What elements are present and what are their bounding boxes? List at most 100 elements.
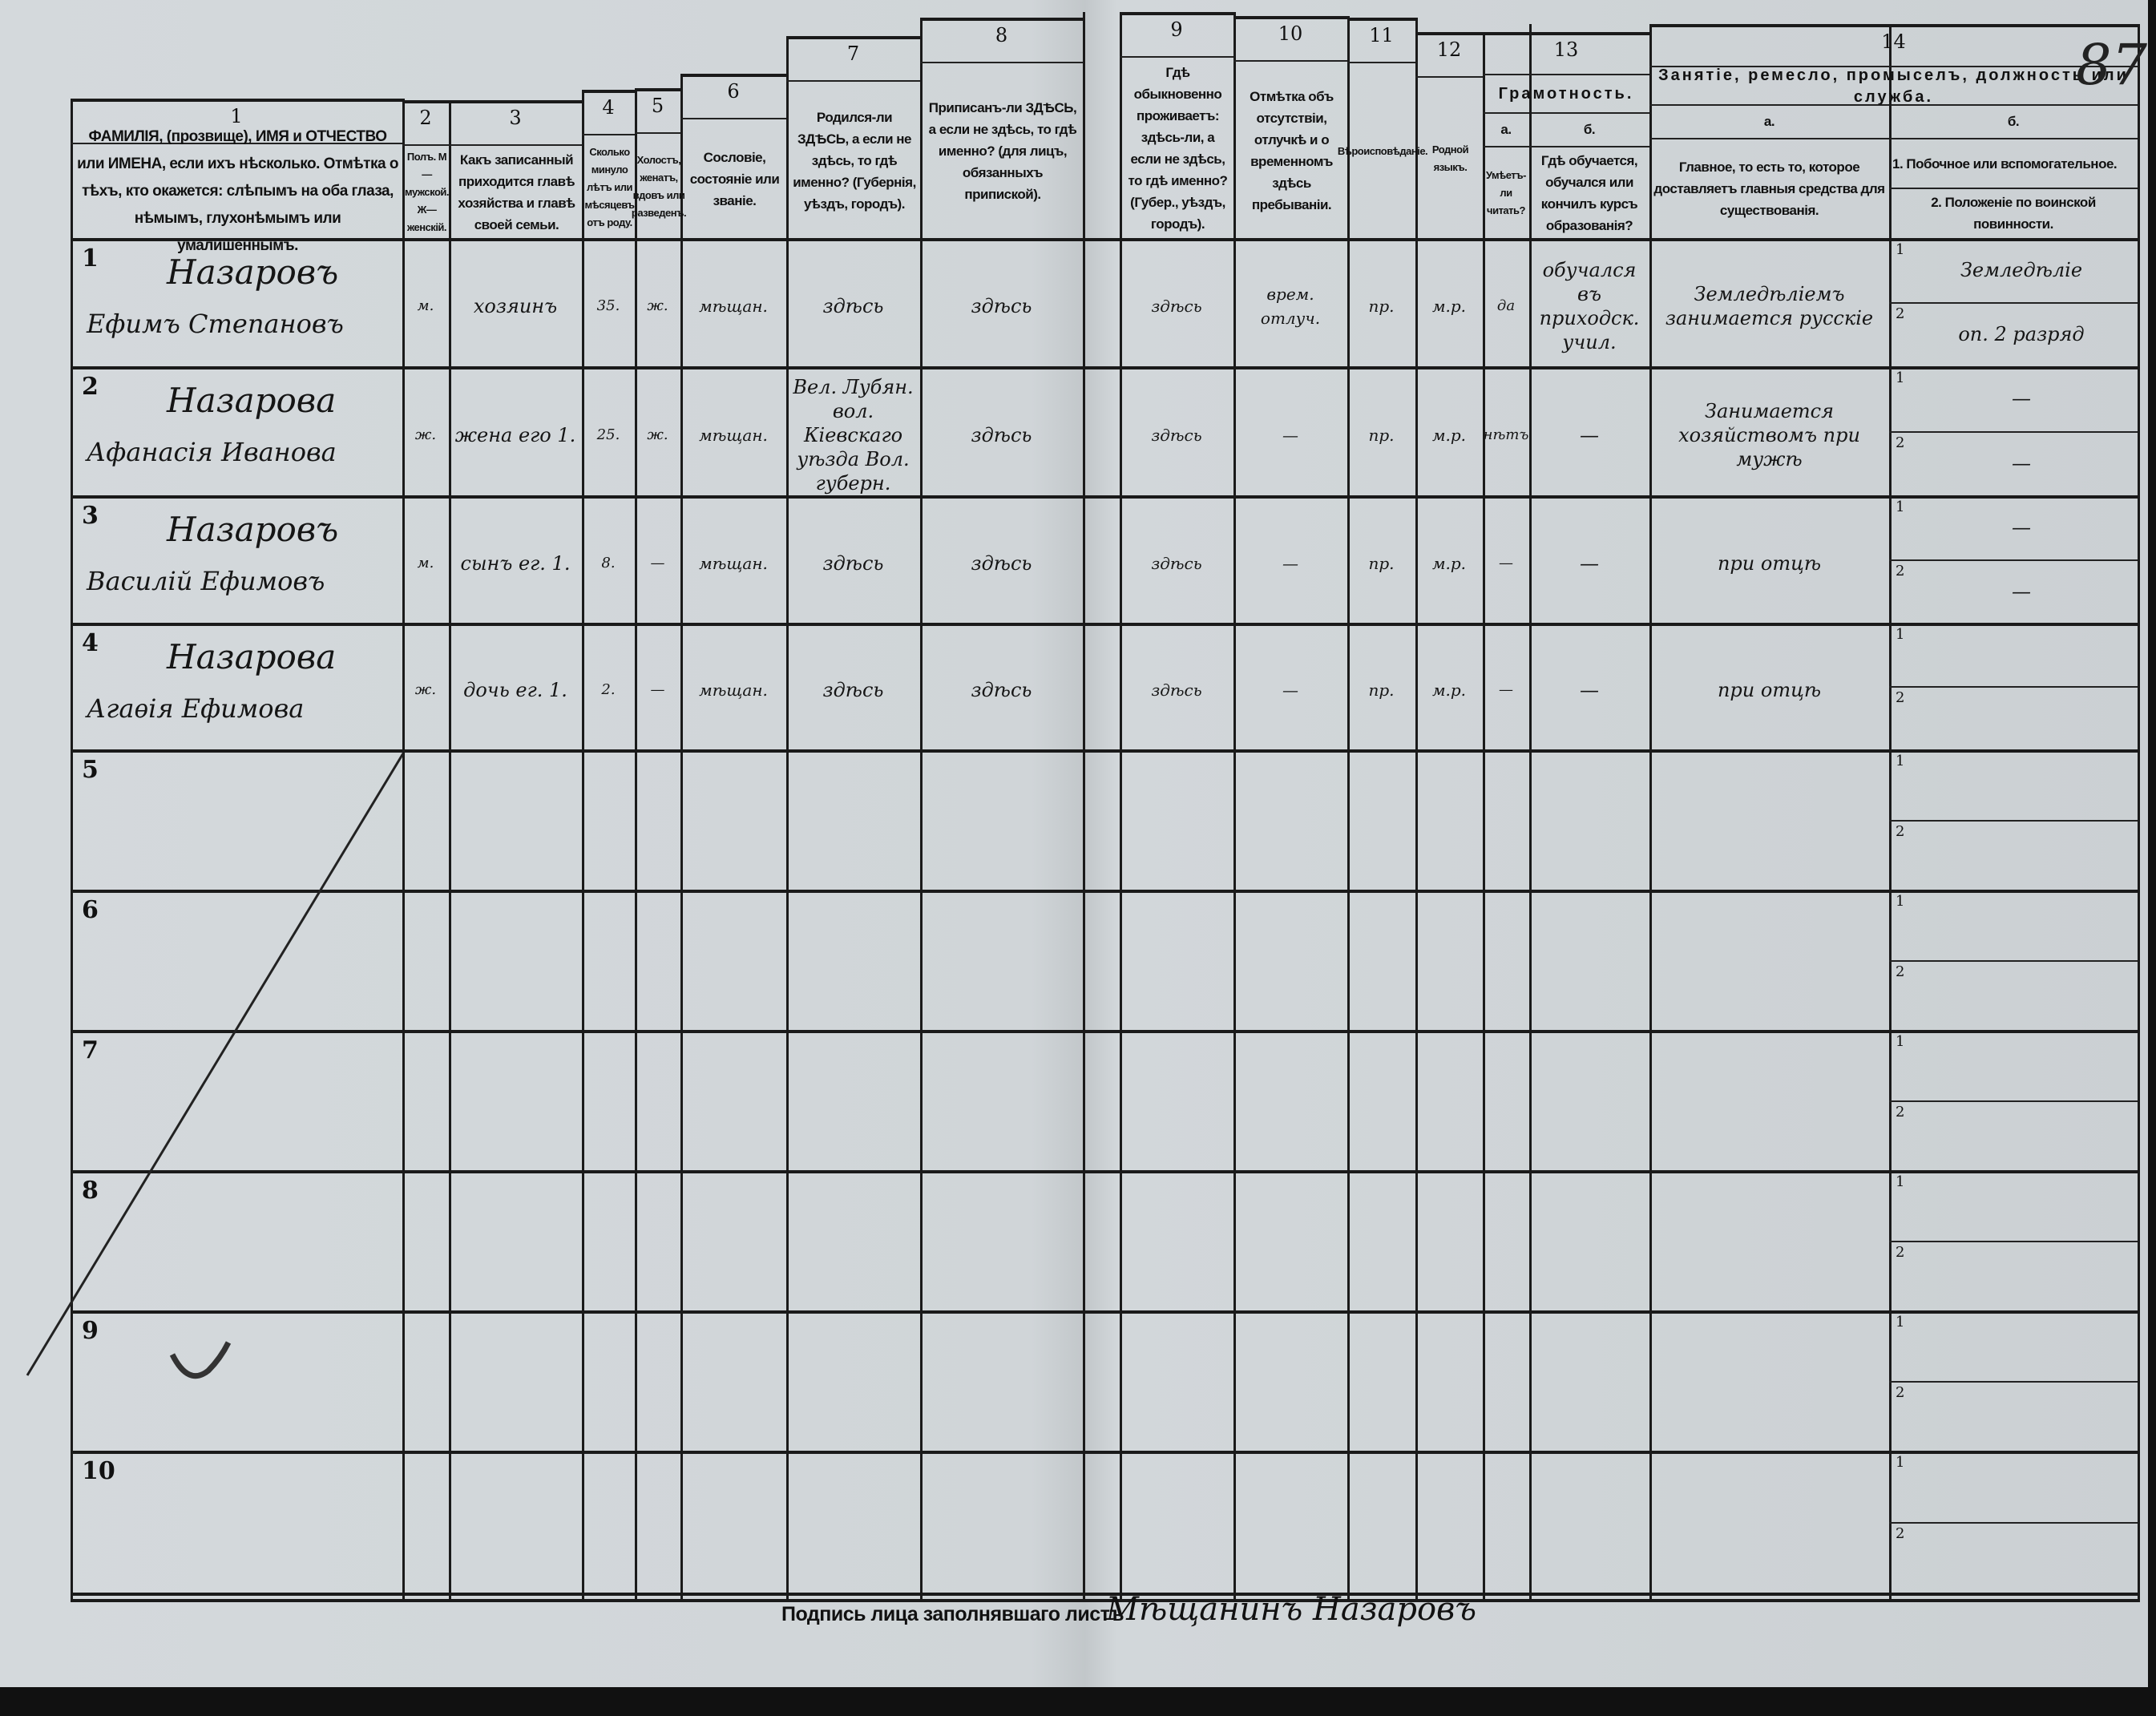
cell-literate: — (1499, 554, 1513, 571)
header-top-rule (786, 36, 923, 39)
cell-literate: да (1496, 297, 1516, 314)
subrow-rule (1889, 1522, 2138, 1524)
column-rule (680, 74, 683, 1601)
column-rule (2138, 24, 2140, 1601)
column-rule (1649, 24, 1652, 1601)
header-top-rule (582, 90, 637, 93)
cell-age: 25. (596, 426, 620, 443)
column-rule (1483, 32, 1485, 1601)
subrow-label-1: 1 (1896, 369, 1905, 386)
header-rule (1483, 112, 1649, 114)
literacy-title: Грамотность. (1498, 85, 1634, 103)
subrow-label-2: 2 (1896, 689, 1905, 706)
given-name-patronymic: Агаѳія Ефимова (87, 693, 305, 724)
header-rule (1415, 76, 1483, 78)
cell-relation: сынъ ег. 1. (460, 551, 571, 575)
table-row (71, 1170, 2138, 1310)
header-rule (582, 134, 635, 135)
column-header-7: Родился-ли ЗДѢСЬ, а если не здѣсь, то гд… (793, 109, 916, 212)
cell-marital: ж. (647, 426, 668, 443)
cell-occupation-side: — (2012, 387, 2031, 410)
column-rule (1233, 12, 1236, 1601)
cell-sex: ж. (414, 426, 437, 443)
cell-estate: мѣщан. (699, 553, 768, 573)
subrow-label-1: 1 (1896, 1033, 1905, 1050)
cell-occupation-main: Занимается хозяйствомъ при мужѣ (1678, 399, 1860, 470)
subrow-label-1: 1 (1896, 1173, 1905, 1190)
cell-residence: здѣсь (1151, 297, 1202, 316)
header-top-rule (1483, 32, 1652, 35)
cell-occupation-side: Земледѣліе (1960, 259, 2083, 281)
header-rule (71, 143, 402, 144)
header-top-rule (1649, 24, 2140, 27)
cell-language: м.р. (1431, 425, 1467, 445)
row-rule (71, 890, 2140, 893)
header-top-rule (1120, 12, 1236, 15)
cell-age: 8. (601, 554, 616, 571)
column-rule (786, 36, 789, 1601)
cell-literate: — (1499, 681, 1513, 698)
header-top-rule (71, 99, 405, 102)
surname: Назаровъ (167, 510, 339, 549)
subrow-rule (1889, 686, 2138, 688)
cell-registered: здѣсь (971, 295, 1032, 317)
column-number: 3 (509, 107, 522, 129)
subrow-label-2: 2 (1896, 434, 1905, 451)
column-number: 6 (727, 80, 740, 103)
row-number: 10 (82, 1457, 115, 1485)
column-header-8: Приписанъ-ли ЗДѢСЬ, а если не здѣсь, то … (928, 100, 1077, 202)
occupation-a-header: Главное, то есть то, которое доставляетъ… (1653, 159, 1885, 218)
cell-religion: пр. (1368, 553, 1395, 573)
header-rule (402, 144, 449, 146)
subrow-rule (1889, 1381, 2138, 1383)
table-row (71, 1310, 2138, 1451)
subrow-label-2: 2 (1896, 1525, 1905, 1542)
header-rule (1120, 56, 1233, 58)
header-top-rule (402, 100, 451, 103)
cell-religion: пр. (1368, 297, 1395, 316)
cell-occupation-main: Земледѣліемъ занимается русскіе (1665, 283, 1874, 329)
row-number: 6 (82, 896, 99, 924)
cell-marital: — (650, 681, 665, 698)
literacy-b-label: б. (1583, 121, 1596, 137)
table-row (71, 1451, 2138, 1593)
row-rule (71, 1310, 2140, 1314)
column-header-10: Отмѣтка объ отсутствіи, отлучкѣ и о врем… (1250, 88, 1334, 212)
cell-birthplace: здѣсь (822, 679, 884, 701)
column-rule (1889, 104, 1892, 1601)
column-number: 10 (1278, 22, 1303, 45)
literacy-a-header: Умѣетъ-ли читать? (1486, 168, 1526, 216)
header-rule (680, 118, 786, 119)
cell-school: — (1580, 679, 1599, 701)
column-number: 1 (230, 105, 243, 127)
occupation-b1-header: 1. Побочное или вспомогательное. (1892, 155, 2118, 172)
subrow-label-1: 1 (1896, 1454, 1905, 1471)
header-rule (1347, 62, 1415, 63)
header-top-rule (1347, 18, 1418, 21)
surname: Назаровъ (167, 252, 339, 292)
subrow-label-1: 1 (1896, 893, 1905, 910)
given-name-patronymic: Афанасія Иванова (87, 437, 337, 467)
occupation-title: Занятіе, ремесло, промыселъ, должность и… (1658, 66, 2129, 106)
subrow-rule (1889, 960, 2138, 962)
subrow-rule (1889, 1100, 2138, 1102)
literacy-a-label: а. (1500, 121, 1512, 137)
cell-religion: пр. (1368, 425, 1395, 445)
page-number: 87 (2076, 32, 2148, 98)
table-bottom-rule (71, 1599, 2140, 1602)
cell-relation: жена его 1. (454, 423, 576, 446)
cell-absence: — (1282, 425, 1298, 445)
subrow-rule (1889, 1241, 2138, 1242)
cell-religion: пр. (1368, 680, 1395, 700)
column-rule (1415, 18, 1418, 1601)
given-name-patronymic: Ефимъ Степановъ (87, 309, 344, 339)
row-number: 2 (82, 373, 99, 401)
column-header-4: Сколько минуло лѣтъ или мѣсяцевъ отъ род… (584, 145, 635, 228)
signature: Мѣщанинъ Назаровъ (1106, 1591, 1476, 1628)
cell-military-status: оп. 2 разряд (1958, 323, 2085, 345)
cell-estate: мѣщан. (699, 297, 768, 316)
header-rule (1889, 188, 2138, 189)
column-number: 14 (1881, 30, 1906, 53)
cell-residence: здѣсь (1151, 425, 1202, 445)
cell-registered: здѣсь (971, 551, 1032, 575)
